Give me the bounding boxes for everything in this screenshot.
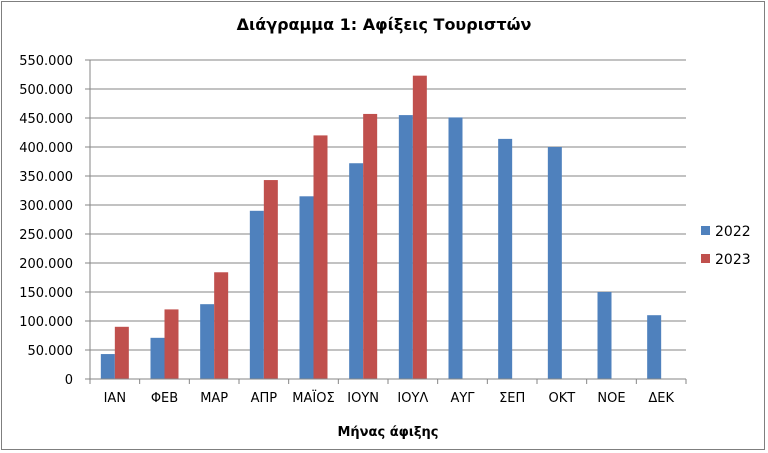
x-tick-label: ΙΑΝ — [104, 391, 126, 406]
x-tick-label: ΙΟΥΝ — [347, 391, 379, 406]
x-tick-label: ΑΥΓ — [450, 391, 475, 406]
bar-2022-ΝΟΕ — [597, 292, 612, 379]
bar-2023-ΙΟΥΛ — [412, 75, 427, 379]
legend-swatch-2022 — [701, 226, 710, 235]
y-tick-label: 250.000 — [19, 228, 73, 243]
x-tick-label: ΙΟΥΛ — [397, 391, 428, 406]
y-tick-label: 100.000 — [19, 315, 73, 330]
bar-2022-ΟΚΤ — [547, 147, 562, 379]
x-tick-label: ΑΠΡ — [251, 391, 278, 406]
bar-2022-ΔΕΚ — [647, 315, 662, 379]
bar-2022-ΙΟΥΛ — [398, 115, 413, 379]
bar-2022-ΙΟΥΝ — [349, 163, 364, 379]
y-tick-label: 200.000 — [19, 257, 73, 272]
x-tick-label: ΜΑΡ — [200, 391, 228, 406]
y-tick-label: 50.000 — [28, 344, 74, 359]
y-tick-label: 350.000 — [19, 170, 73, 185]
y-tick-label: 400.000 — [19, 141, 73, 156]
bar-2022-ΜΑΪΟΣ — [299, 196, 314, 379]
bar-2023-ΜΑΡ — [214, 272, 229, 379]
legend: 2022 2023 — [701, 224, 751, 268]
bar-2023-ΙΑΝ — [114, 326, 129, 379]
bar-2023-ΙΟΥΝ — [363, 113, 378, 379]
bar-2022-ΦΕΒ — [150, 337, 165, 379]
y-tick-label: 0 — [65, 373, 73, 388]
y-tick-label: 150.000 — [19, 286, 73, 301]
bar-2022-ΑΥΓ — [448, 117, 463, 380]
grid-lines — [85, 59, 686, 380]
x-tick-label: ΦΕΒ — [151, 391, 178, 406]
x-tick-label: ΔΕΚ — [648, 391, 674, 406]
bar-2022-ΑΠΡ — [249, 210, 264, 379]
axes-group — [89, 60, 687, 384]
y-tick-label: 550.000 — [19, 54, 73, 69]
y-tick-label: 300.000 — [19, 199, 73, 214]
x-axis-label: Μήνας άφιξης — [337, 425, 438, 440]
x-tick-label: ΜΑΪΟΣ — [292, 390, 334, 406]
bar-2022-ΜΑΡ — [200, 304, 215, 379]
y-tick-label: 450.000 — [19, 112, 73, 127]
bars-group — [100, 75, 662, 380]
y-tick-labels: 0 50.000 100.000 150.000 200.000 250.000 300.0… — [19, 54, 73, 388]
legend-label-2022: 2022 — [715, 224, 751, 240]
x-tick-labels: ΙΑΝ ΦΕΒ ΜΑΡ ΑΠΡ ΜΑΪΟΣ ΙΟΥΝ ΙΟΥΛ ΑΥΓ ΣΕΠ ΟΚΤ ΝΟΕ ΔΕΚ — [104, 390, 675, 406]
legend-swatch-2023 — [701, 254, 710, 263]
x-tick-label: ΝΟΕ — [597, 391, 625, 406]
bar-2023-ΦΕΒ — [164, 309, 179, 379]
chart-title: Διάγραμμα 1: Αφίξεις Τουριστών — [237, 15, 532, 34]
x-tick-label: ΣΕΠ — [499, 391, 525, 406]
bar-2022-ΙΑΝ — [100, 354, 115, 379]
y-tick-label: 500.000 — [19, 83, 73, 98]
bar-2023-ΑΠΡ — [263, 180, 278, 379]
legend-label-2023: 2023 — [715, 252, 751, 268]
bar-2023-ΜΑΪΟΣ — [313, 135, 328, 379]
bar-2022-ΣΕΠ — [498, 138, 513, 379]
x-tick-label: ΟΚΤ — [548, 391, 575, 406]
